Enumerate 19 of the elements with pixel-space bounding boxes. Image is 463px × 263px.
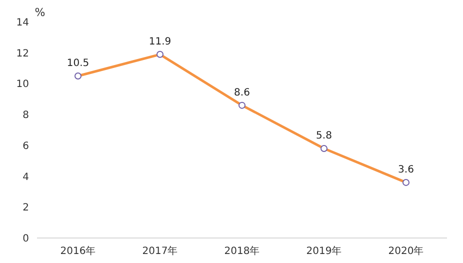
data-label: 8.6 <box>234 87 250 98</box>
y-tick-label: 6 <box>22 140 29 152</box>
data-label: 10.5 <box>66 58 90 69</box>
y-tick-label: 12 <box>16 48 29 60</box>
y-tick-label: 4 <box>22 172 29 183</box>
y-tick-label: 10 <box>16 79 29 90</box>
x-tick-label: 2019年 <box>306 245 342 257</box>
y-axis-title: % <box>34 6 46 19</box>
x-tick-label: 2020年 <box>388 245 424 257</box>
x-tick-label: 2016年 <box>60 245 96 257</box>
data-label: 3.6 <box>398 164 414 176</box>
y-tick-label: 14 <box>16 18 29 28</box>
x-tick-label: 2017年 <box>142 245 178 257</box>
y-tick-label: 0 <box>22 234 29 244</box>
y-tick-label: 2 <box>22 202 29 214</box>
y-tick-label: 8 <box>22 110 29 122</box>
data-label: 5.8 <box>316 130 332 142</box>
x-tick-label: 2018年 <box>224 245 260 257</box>
data-label: 11.9 <box>148 36 172 48</box>
